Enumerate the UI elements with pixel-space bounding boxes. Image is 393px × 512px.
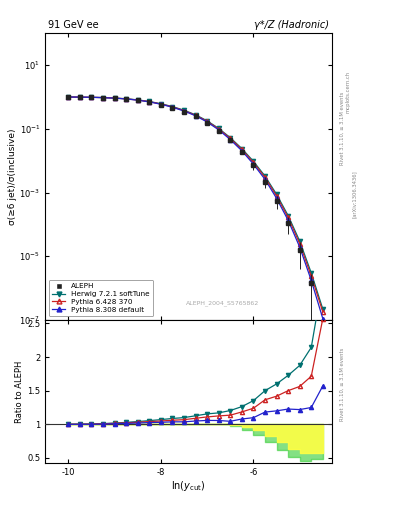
Text: Rivet 3.1.10, ≥ 3.1M events: Rivet 3.1.10, ≥ 3.1M events — [340, 91, 345, 165]
Text: mcplots.cern.ch: mcplots.cern.ch — [346, 71, 351, 113]
Y-axis label: Ratio to ALEPH: Ratio to ALEPH — [15, 360, 24, 423]
Legend: ALEPH, Herwig 7.2.1 softTune, Pythia 6.428 370, Pythia 8.308 default: ALEPH, Herwig 7.2.1 softTune, Pythia 6.4… — [49, 280, 153, 316]
Text: γ*/Z (Hadronic): γ*/Z (Hadronic) — [254, 20, 329, 30]
Y-axis label: σ(≥6 jet)/σ(inclusive): σ(≥6 jet)/σ(inclusive) — [7, 129, 17, 225]
X-axis label: ln($y_{\rm cut}$): ln($y_{\rm cut}$) — [171, 479, 206, 493]
Text: Rivet 3.1.10, ≥ 3.1M events: Rivet 3.1.10, ≥ 3.1M events — [340, 347, 345, 421]
Text: 91 GeV ee: 91 GeV ee — [48, 20, 99, 30]
Text: [arXiv:1306.3436]: [arXiv:1306.3436] — [352, 170, 357, 219]
Text: ALEPH_2004_S5765862: ALEPH_2004_S5765862 — [186, 300, 260, 306]
